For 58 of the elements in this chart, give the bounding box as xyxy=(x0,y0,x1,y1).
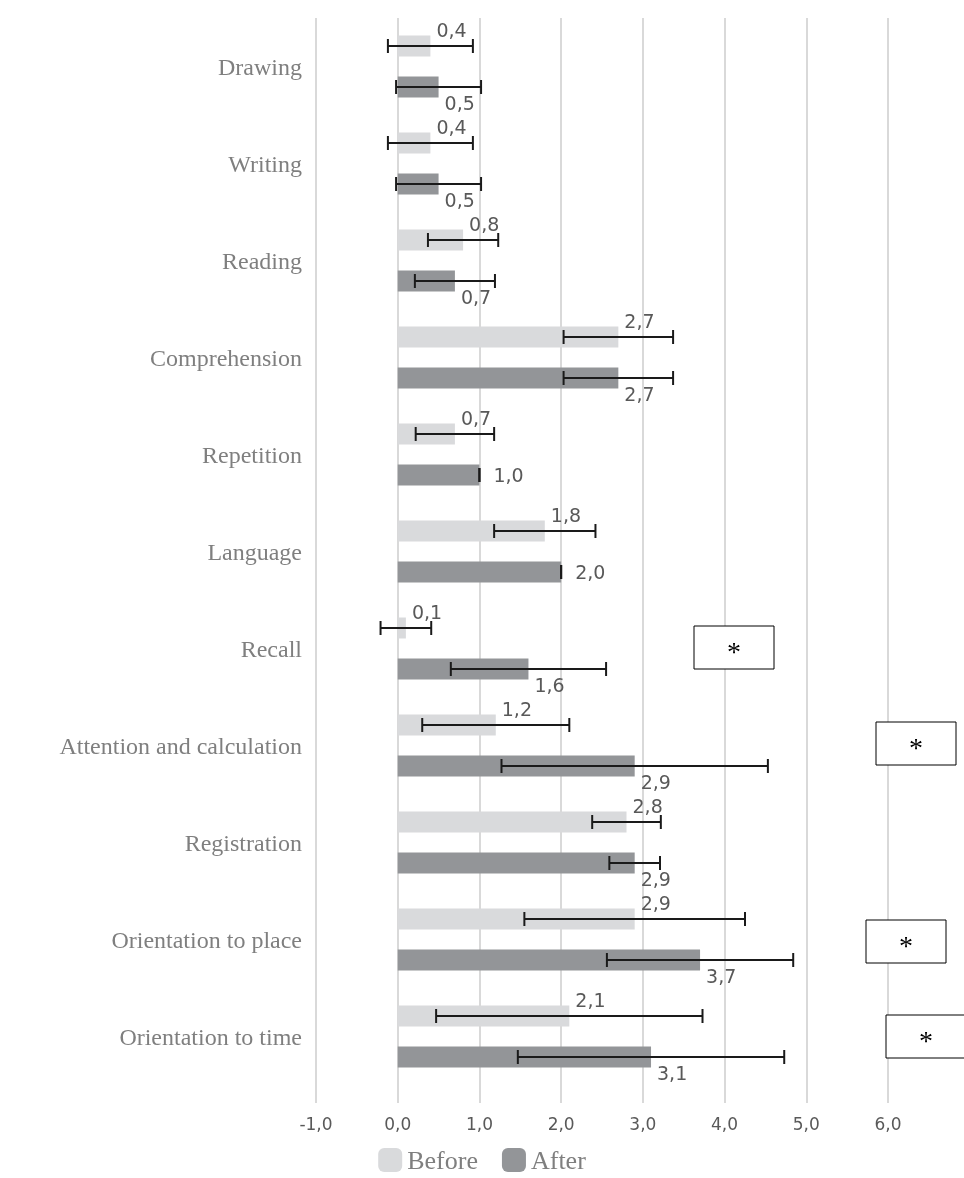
data-label: 2,9 xyxy=(640,868,671,890)
data-label: 0,7 xyxy=(460,286,492,308)
y-tick-label: Writing xyxy=(228,150,302,177)
bar xyxy=(397,464,480,486)
text: * xyxy=(909,731,923,763)
bar xyxy=(397,658,529,680)
x-tick-label: 2,0 xyxy=(547,1113,575,1134)
y-tick-label: Repetition xyxy=(202,441,302,468)
y-tick-label: Orientation to time xyxy=(119,1023,302,1050)
y-tick-label: Drawing xyxy=(218,53,302,80)
data-label: 1,0 xyxy=(493,464,524,486)
y-tick-label: Reading xyxy=(222,247,302,274)
x-tick-label: 0,0 xyxy=(384,1113,412,1134)
data-label: 3,7 xyxy=(706,965,737,987)
bar xyxy=(397,76,439,98)
data-label: 2,9 xyxy=(640,892,671,914)
data-label: 0,4 xyxy=(436,19,467,41)
data-label: 0,7 xyxy=(460,407,492,429)
data-label: 3,1 xyxy=(657,1062,688,1084)
text: * xyxy=(919,1024,933,1056)
bar xyxy=(397,367,619,389)
bar xyxy=(397,1046,652,1068)
data-label: 2,0 xyxy=(575,561,606,583)
x-tick-label: 5,0 xyxy=(792,1113,820,1134)
x-tick-label: 6,0 xyxy=(874,1113,902,1134)
text: * xyxy=(899,929,913,961)
data-label: 0,4 xyxy=(436,116,467,138)
x-tick-label: 3,0 xyxy=(629,1113,657,1134)
y-tick-label: Language xyxy=(207,538,302,565)
bar xyxy=(397,173,439,195)
annotation: * xyxy=(727,635,741,667)
bar xyxy=(397,270,455,292)
data-label: 0,1 xyxy=(411,601,443,623)
data-label: 1,6 xyxy=(534,674,565,696)
y-tick-label: Registration xyxy=(184,829,302,856)
x-tick-label: 1,0 xyxy=(465,1113,493,1134)
data-label: 0,8 xyxy=(469,213,500,235)
data-label: 2,8 xyxy=(632,795,663,817)
data-label: 2,7 xyxy=(624,310,655,332)
bar xyxy=(397,561,562,583)
data-label: 1,8 xyxy=(550,504,582,526)
data-label: 2,1 xyxy=(575,989,606,1011)
bar xyxy=(397,852,635,874)
data-label: 0,5 xyxy=(444,92,475,114)
bar xyxy=(397,949,701,971)
data-label: 2,9 xyxy=(640,771,671,793)
y-tick-label: Attention and calculation xyxy=(59,732,302,759)
x-tick-label: -1,0 xyxy=(299,1113,333,1134)
x-tick-label: 4,0 xyxy=(711,1113,739,1134)
data-label: 1,2 xyxy=(501,698,532,720)
y-tick-label: Comprehension xyxy=(150,344,302,371)
y-tick-label: Recall xyxy=(240,635,303,662)
y-tick-label: Orientation to place xyxy=(111,926,302,953)
bar xyxy=(397,755,635,777)
data-label: 0,5 xyxy=(444,189,475,211)
legend-label: After xyxy=(530,1145,587,1175)
legend-label: Before xyxy=(407,1145,478,1175)
data-label: 2,7 xyxy=(624,383,655,405)
